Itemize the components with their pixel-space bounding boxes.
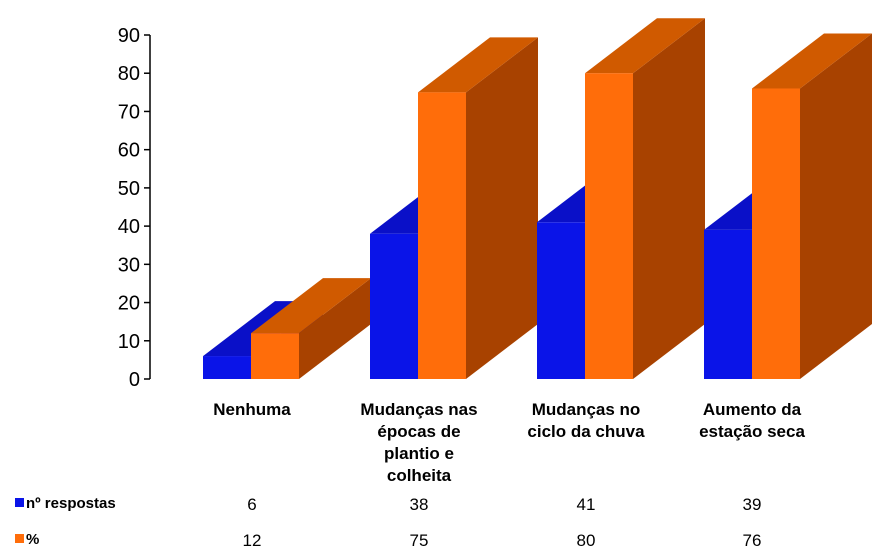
y-tick-label: 30 [118,254,140,276]
bar-front [752,88,800,379]
bar-front [203,356,251,379]
category-label: ciclo da chuva [527,422,645,441]
data-table-value: 39 [743,495,762,514]
legend-swatch [15,534,24,543]
bars [203,18,872,380]
bar-top [418,37,538,93]
category-label: Nenhuma [213,400,291,419]
bar-side [800,33,872,380]
y-tick-label: 40 [118,216,140,238]
bar-front [585,73,633,379]
legend-label: % [26,531,39,548]
bar-percent [251,278,371,379]
y-tick-label: 60 [118,140,140,162]
category-label: Mudanças no [532,400,641,419]
y-tick-label: 80 [118,63,140,85]
y-tick-label: 90 [118,25,140,47]
category-label: Aumento da [703,400,802,419]
bar-front [418,92,466,379]
bar-front [251,333,299,379]
legend-swatch [15,498,24,507]
data-table-value: 41 [577,495,596,514]
y-tick-label: 50 [118,178,140,200]
bar-side [299,278,371,379]
data-table-value: 75 [410,531,429,550]
legend-label: nº respostas [26,495,116,512]
bar-top [752,33,872,89]
category-label: épocas de [377,422,460,441]
bar-percent [585,18,705,379]
y-axis: 0 10 20 30 40 50 60 70 80 90 [118,25,151,391]
bar-side [466,37,538,379]
category-label: colheita [387,466,452,485]
category-label: estação seca [699,422,805,441]
category-labels: Nenhuma Mudanças nas épocas de plantio e col… [213,400,805,485]
y-tick-label: 70 [118,101,140,123]
data-table-value: 6 [247,495,256,514]
bar-side [633,18,705,379]
bar-front [370,233,418,379]
y-tick-label: 0 [129,369,140,391]
category-label: Mudanças nas [360,400,477,419]
data-table-value: 80 [577,531,596,550]
category-label: plantio e [384,444,454,463]
bar-front [537,222,585,379]
bar-front [704,229,752,379]
bar-top [251,278,371,334]
data-table-value: 12 [243,531,262,550]
y-tick-label: 20 [118,293,140,315]
y-tick-label: 10 [118,331,140,353]
data-table-value: 38 [410,495,429,514]
bar-top [585,18,705,74]
bar-percent [418,37,538,379]
data-table: nº respostas 6 38 41 39% 12 75 80 76 [15,495,761,550]
data-table-value: 76 [743,531,762,550]
bar-percent [752,33,872,380]
